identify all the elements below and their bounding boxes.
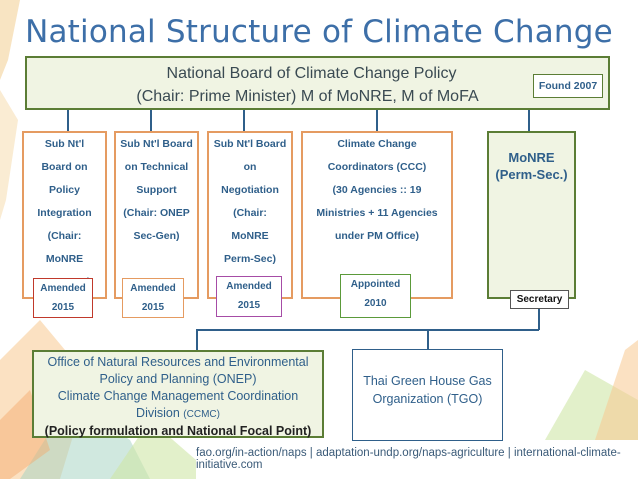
connector: [196, 329, 539, 331]
footer-links: fao.org/in-action/naps | adaptation-undp…: [196, 447, 621, 471]
national-board-box: National Board of Climate Change Policy …: [25, 56, 610, 110]
connector: [538, 309, 540, 330]
sub-board-policy-integration: Sub Nt'l Board on Policy Integration (Chair:…: [22, 131, 107, 299]
connector: [196, 329, 198, 350]
onep-role: (Policy formulation and National Focal P…: [44, 424, 312, 438]
appointed-tag: Appointed 2010: [340, 274, 411, 318]
monre-name: MoNRE: [508, 150, 555, 165]
sub-board-negotiation: Sub Nt'l Board on Negotiation (Chair: MoNRE P…: [207, 131, 293, 299]
connector: [243, 110, 245, 131]
onep-box: Office of Natural Resources and Environm…: [32, 350, 324, 438]
amended-tag: Amended 2015: [33, 278, 93, 318]
monre-box: MoNRE (Perm-Sec.): [487, 131, 576, 299]
onep-line: Division (CCMC): [136, 406, 220, 420]
onep-line: Climate Change Management Coordination: [57, 389, 299, 403]
page-title: National Structure of Climate Change: [25, 14, 613, 50]
tgo-line: Organization (TGO): [372, 392, 483, 406]
bottom-right-decoration: [545, 340, 638, 440]
onep-line: Policy and Planning (ONEP): [99, 372, 257, 386]
connector: [150, 110, 152, 131]
board-name: National Board of Climate Change Policy: [166, 65, 457, 82]
secretary-badge: Secretary: [510, 290, 569, 309]
monre-perm-sec: (Perm-Sec.): [495, 167, 568, 182]
onep-line: Office of Natural Resources and Environm…: [47, 355, 309, 369]
connector: [376, 110, 378, 131]
tgo-line: Thai Green House Gas: [363, 374, 492, 388]
amended-tag: Amended 2015: [122, 278, 184, 318]
connector: [528, 110, 530, 131]
climate-change-coordinators-box: Climate Change Coordinators (CCC) (30 Agen…: [301, 131, 453, 299]
board-chair: (Chair: Prime Minister) M of MoNRE, M of…: [136, 88, 479, 105]
left-decoration: [0, 0, 20, 220]
connector: [427, 329, 429, 349]
tgo-box: Thai Green House Gas Organization (TGO): [352, 349, 503, 441]
found-badge: Found 2007: [533, 74, 603, 98]
connector: [67, 110, 69, 131]
amended-tag: Amended 2015: [216, 276, 282, 317]
sub-board-technical-support: Sub Nt'l Board on Technical Support (Chair:…: [114, 131, 199, 299]
